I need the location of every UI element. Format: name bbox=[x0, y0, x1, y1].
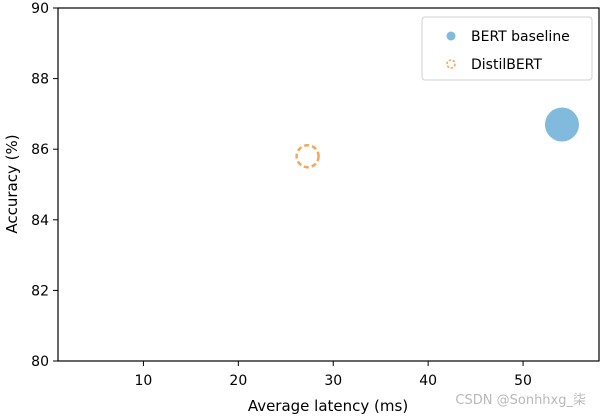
data-point-bert-baseline bbox=[544, 107, 579, 142]
y-tick-label: 88 bbox=[31, 72, 49, 88]
legend-box bbox=[421, 16, 593, 81]
x-tick-label: 50 bbox=[514, 373, 532, 389]
legend: BERT baseline DistilBERT bbox=[421, 16, 593, 81]
x-tick-label: 10 bbox=[135, 373, 153, 389]
y-tick-label: 90 bbox=[31, 1, 49, 17]
y-tick-label: 84 bbox=[31, 213, 49, 229]
x-tick-label: 30 bbox=[324, 373, 342, 389]
watermark-text: CSDN @Sonhhxg_柒 bbox=[455, 393, 586, 408]
x-axis-title: Average latency (ms) bbox=[248, 397, 408, 415]
y-axis-title: Accuracy (%) bbox=[3, 134, 21, 233]
legend-marker-bert-baseline bbox=[446, 31, 456, 41]
x-tick-label: 20 bbox=[229, 373, 247, 389]
y-tick-label: 86 bbox=[31, 142, 49, 158]
legend-label-bert-baseline: BERT baseline bbox=[471, 29, 570, 45]
legend-label-distilbert: DistilBERT bbox=[471, 57, 542, 73]
x-tick-label: 40 bbox=[419, 373, 437, 389]
plot-frame bbox=[57, 7, 600, 362]
y-tick-label: 80 bbox=[31, 354, 49, 370]
y-tick-label: 82 bbox=[31, 283, 49, 299]
data-point-distilbert bbox=[295, 144, 320, 169]
legend-marker-distilbert bbox=[446, 59, 456, 69]
